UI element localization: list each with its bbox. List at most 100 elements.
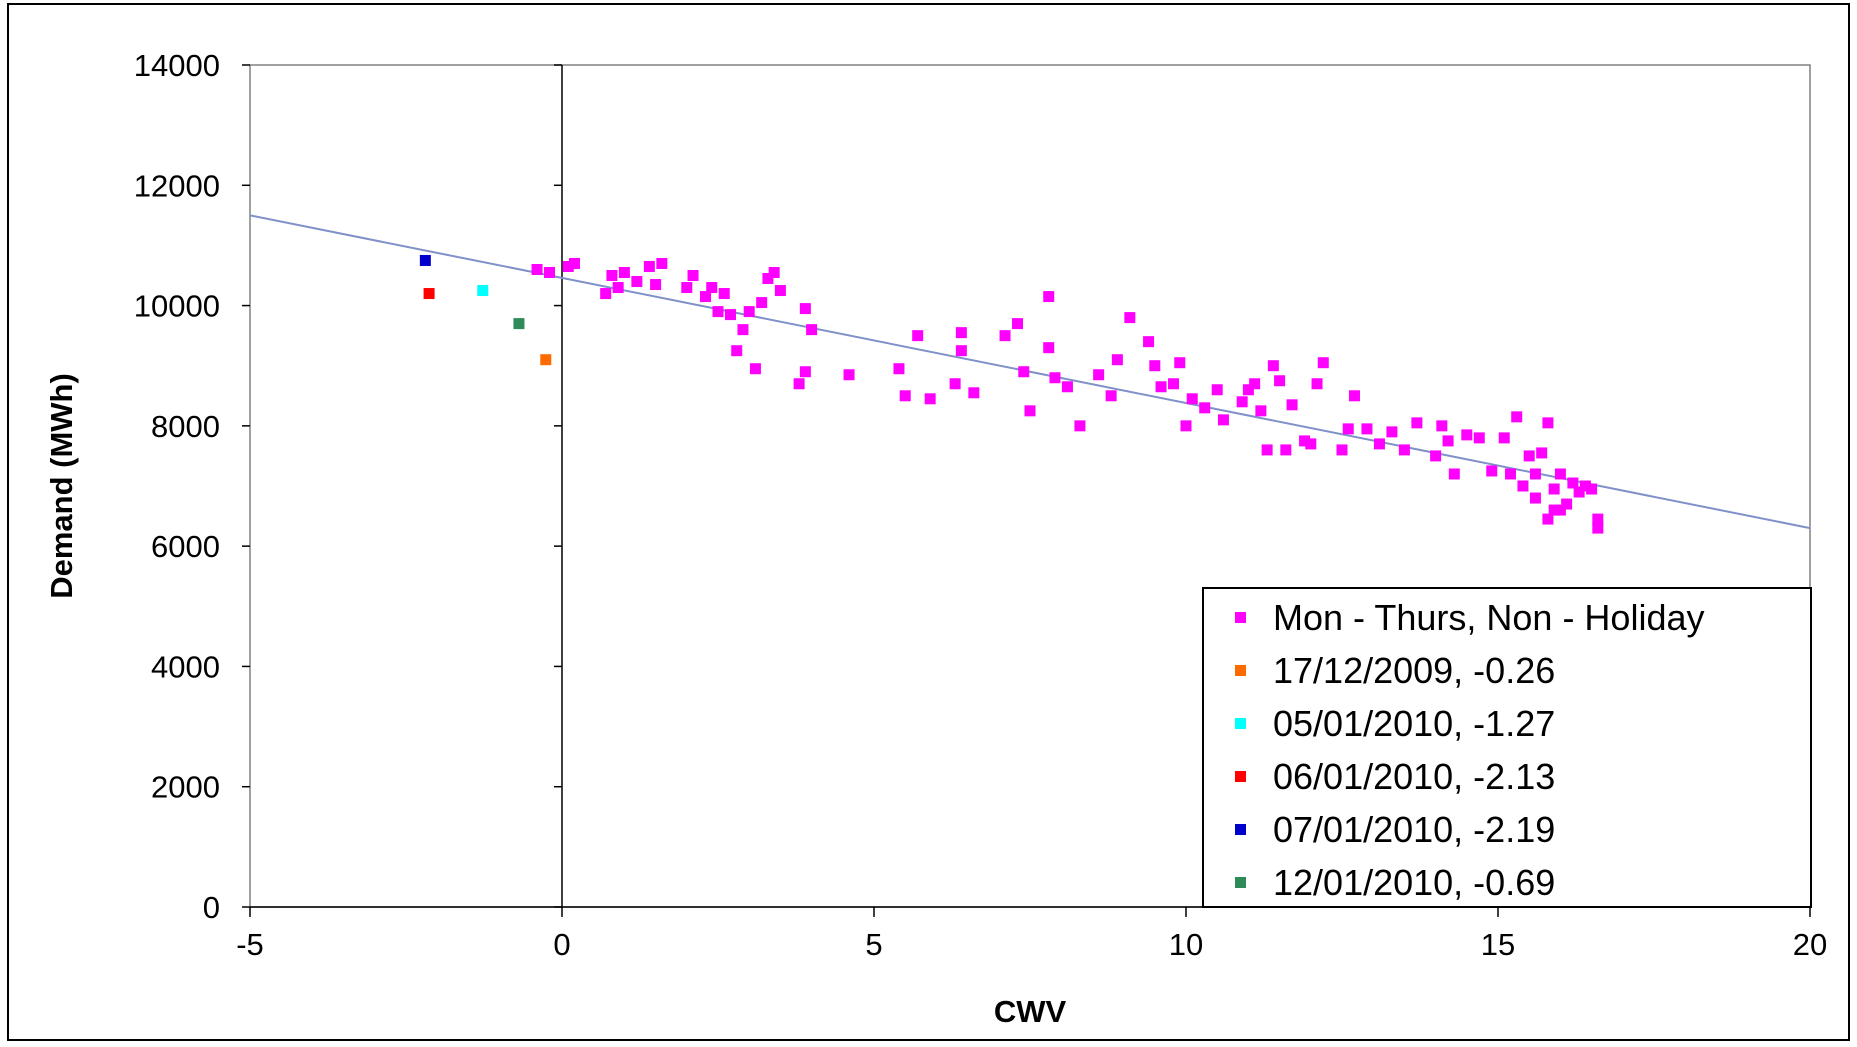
data-point-series-0 [1361,423,1373,435]
data-point-series-0 [700,291,712,303]
y-tick-label: 8000 [151,409,220,444]
data-point-series-0 [737,324,749,336]
data-point-series-0 [1461,429,1473,441]
data-point-series-0 [949,378,961,390]
data-point-series-0 [1124,312,1136,324]
data-point-series-0 [999,330,1011,342]
data-point-series-0 [562,260,574,272]
y-axis-title: Demand (MWh) [44,373,79,599]
data-point-series-0 [756,297,768,309]
x-tick-label: -5 [236,927,264,962]
data-point-series-0 [631,276,643,288]
data-point-series-3 [423,288,435,300]
data-point-series-0 [1348,390,1360,402]
data-point-series-0 [706,282,718,294]
data-point-series-0 [1529,468,1541,480]
legend-label-0: Mon - Thurs, Non - Holiday [1273,597,1705,638]
data-point-series-0 [643,260,655,272]
data-point-series-0 [843,369,855,381]
data-point-series-5 [513,318,525,330]
data-point-series-0 [1274,375,1286,387]
data-point-series-0 [1448,468,1460,480]
legend-label-3: 06/01/2010, -2.13 [1273,756,1555,797]
trendline [249,214,1811,530]
legend-marker-4 [1235,824,1246,835]
data-point-series-0 [656,257,668,269]
data-point-series-0 [1436,420,1448,432]
data-point-series-0 [1280,444,1292,456]
legend-label-2: 05/01/2010, -1.27 [1273,703,1555,744]
data-point-series-0 [743,306,755,318]
data-point-series-0 [955,327,967,339]
data-point-series-0 [1049,372,1061,384]
legend-box [1202,587,1812,908]
data-point-series-0 [1336,444,1348,456]
data-point-series-0 [724,309,736,321]
data-point-series-0 [1567,477,1579,489]
legend-marker-5 [1235,877,1246,888]
data-point-series-0 [612,282,624,294]
data-point-series-0 [1373,438,1385,450]
data-point-series-0 [1579,480,1591,492]
data-point-series-0 [1168,378,1180,390]
data-point-series-0 [1186,393,1198,405]
data-point-series-0 [1536,447,1548,459]
data-point-series-0 [1542,417,1554,429]
data-point-series-0 [618,266,630,278]
data-point-series-0 [1548,483,1560,495]
data-point-series-0 [1517,480,1529,492]
y-tick-label: 14000 [134,48,220,83]
data-point-series-0 [544,266,556,278]
data-point-series-2 [477,285,489,297]
data-point-series-0 [799,366,811,378]
data-point-series-0 [1411,417,1423,429]
data-point-series-0 [1111,354,1123,366]
data-point-series-0 [1586,483,1598,495]
data-point-series-0 [1236,396,1248,408]
data-point-series-0 [1199,402,1211,414]
data-point-series-0 [712,306,724,318]
data-point-series-1 [540,354,552,366]
data-point-series-0 [1592,513,1604,525]
data-point-series-0 [1542,513,1554,525]
data-point-series-0 [687,270,699,281]
data-point-series-0 [600,288,612,300]
data-point-series-4 [419,254,431,266]
data-point-series-0 [1211,384,1223,396]
data-point-series-0 [1267,360,1279,372]
data-point-series-0 [568,257,580,269]
data-point-series-0 [1217,414,1229,426]
data-point-series-0 [1592,522,1604,534]
data-point-series-0 [1074,420,1086,432]
legend-marker-2 [1235,718,1246,729]
data-point-series-0 [1305,438,1317,450]
data-point-series-0 [1311,378,1323,390]
data-point-series-0 [793,378,805,390]
data-point-series-0 [1342,423,1354,435]
data-point-series-0 [1548,504,1560,516]
data-point-series-0 [1554,468,1566,480]
data-point-series-0 [1473,432,1485,444]
data-point-series-0 [681,282,693,294]
data-point-series-0 [1249,378,1261,390]
data-point-series-0 [1149,360,1161,372]
y-tick-label: 12000 [134,168,220,203]
data-point-series-0 [1504,468,1516,480]
data-point-series-0 [1242,384,1254,396]
y-tick-label: 10000 [134,289,220,324]
y-tick-label: 4000 [151,649,220,684]
data-point-series-0 [1024,405,1036,417]
data-point-series-0 [1573,486,1585,498]
legend-marker-0 [1235,612,1246,623]
data-point-series-0 [1554,504,1566,516]
data-point-series-0 [606,270,618,281]
data-points-group [419,254,1604,534]
data-point-series-0 [968,387,980,399]
data-point-series-0 [531,263,543,275]
data-point-series-0 [1511,411,1523,423]
data-point-series-0 [1299,435,1311,447]
data-point-series-0 [650,279,662,291]
data-point-series-0 [1561,498,1573,510]
